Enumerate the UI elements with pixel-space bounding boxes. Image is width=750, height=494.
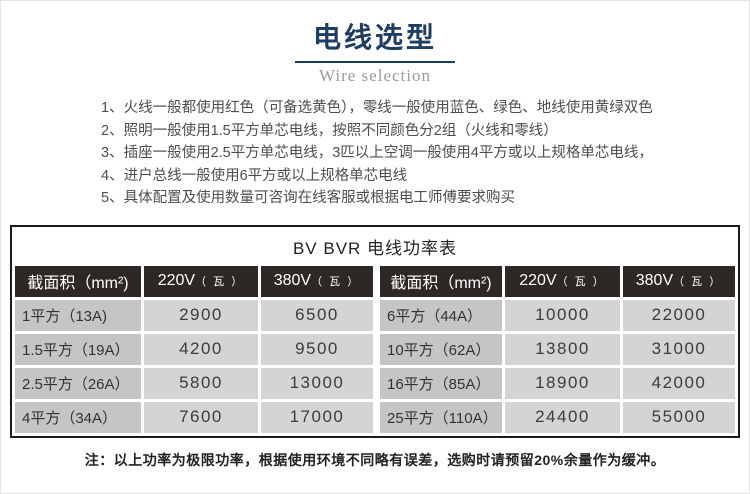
power-cell: 9500 <box>260 333 373 365</box>
power-cell: 7600 <box>143 401 258 433</box>
spec-cell: 1平方（13A) <box>14 299 141 331</box>
tip-item-2: 2、照明一般使用1.5平方单芯电线，按照不同颜色分2组（火线和零线） <box>101 122 558 139</box>
col-header-unit: （ 瓦 ） <box>311 276 361 289</box>
power-cell: 10000 <box>504 299 620 331</box>
power-table: BV BVR 电线功率表 截面积（mm²) 220V（ 瓦 ） 380V（ 瓦 … <box>9 224 741 438</box>
col-header-unit: （ 瓦 ） <box>673 276 723 289</box>
power-cell: 18900 <box>504 367 620 399</box>
power-cell: 22000 <box>622 299 736 331</box>
tip-item-4: 4、进户总线一般使用6平方或以上规格单芯电线 <box>101 167 408 184</box>
col-header-area-right: 截面积（mm²) <box>375 265 502 297</box>
table-row: 1.5平方（19A） 4200 9500 10平方（62A） 13800 310… <box>14 333 736 365</box>
col-header-label: 220V <box>519 272 557 290</box>
power-cell: 6500 <box>260 299 373 331</box>
col-header-label: 380V <box>273 272 312 290</box>
power-cell: 42000 <box>622 367 736 399</box>
table-header-row: 截面积（mm²) 220V（ 瓦 ） 380V（ 瓦 ） 截面积（mm²) 22… <box>14 265 736 297</box>
col-header-220v-left: 220V（ 瓦 ） <box>143 265 258 297</box>
spec-cell: 10平方（62A） <box>375 333 502 365</box>
spec-cell: 6平方（44A） <box>375 299 502 331</box>
col-header-unit: （ 瓦 ） <box>195 276 245 289</box>
spec-cell: 16平方（85A） <box>375 367 502 399</box>
table-caption: BV BVR 电线功率表 <box>14 229 736 263</box>
tips-list: 1、火线一般都使用红色（可备选黄色），零线一般使用蓝色、绿色、地线使用黄绿双色 … <box>101 97 749 210</box>
power-cell: 2900 <box>143 299 258 331</box>
power-cell: 17000 <box>260 401 373 433</box>
col-header-label: 截面积（mm²) <box>27 275 129 293</box>
power-cell: 4200 <box>143 333 258 365</box>
footnote: 注：以上功率为极限功率，根据使用环境不同略有误差，选购时请预留20%余量作为缓冲… <box>84 451 666 468</box>
spec-cell: 2.5平方（26A） <box>14 367 141 399</box>
table-row: 2.5平方（26A） 5800 13000 16平方（85A） 18900 42… <box>14 367 736 399</box>
power-cell: 13000 <box>260 367 373 399</box>
col-header-label: 截面积（mm²) <box>390 275 492 293</box>
col-header-label: 380V <box>635 272 674 290</box>
spec-cell: 4平方（34A） <box>14 401 141 433</box>
power-cell: 13800 <box>504 333 620 365</box>
col-header-220v-right: 220V（ 瓦 ） <box>504 265 620 297</box>
tip-item-1: 1、火线一般都使用红色（可备选黄色），零线一般使用蓝色、绿色、地线使用黄绿双色 <box>101 100 653 116</box>
page-subtitle: Wire selection <box>319 66 431 85</box>
tip-item-3: 3、插座一般使用2.5平方单芯电线，3匹以上空调一般使用4平方或以上规格单芯电线… <box>101 145 653 162</box>
col-header-label: 220V <box>157 272 196 290</box>
power-cell: 5800 <box>143 367 258 399</box>
spec-cell: 25平方（110A） <box>375 401 502 433</box>
power-cell: 55000 <box>622 401 736 433</box>
spec-cell: 1.5平方（19A） <box>14 333 141 365</box>
col-header-unit: （ 瓦 ） <box>556 276 606 289</box>
col-header-380v-left: 380V（ 瓦 ） <box>260 265 373 297</box>
table-row: 4平方（34A） 7600 17000 25平方（110A） 24400 550… <box>14 401 736 433</box>
col-header-area-left: 截面积（mm²) <box>14 265 141 297</box>
power-cell: 31000 <box>622 333 736 365</box>
title-block: 电线选型 Wire selection <box>1 1 749 86</box>
title-underline <box>295 61 455 63</box>
page-title: 电线选型 <box>312 22 437 53</box>
table-row: 1平方（13A) 2900 6500 6平方（44A） 10000 22000 <box>14 299 736 331</box>
tip-item-5: 5、具体配置及使用数量可咨询在线客服或根据电工师傅要求购买 <box>101 190 516 207</box>
col-header-380v-right: 380V（ 瓦 ） <box>622 265 736 297</box>
power-cell: 24400 <box>504 401 620 433</box>
